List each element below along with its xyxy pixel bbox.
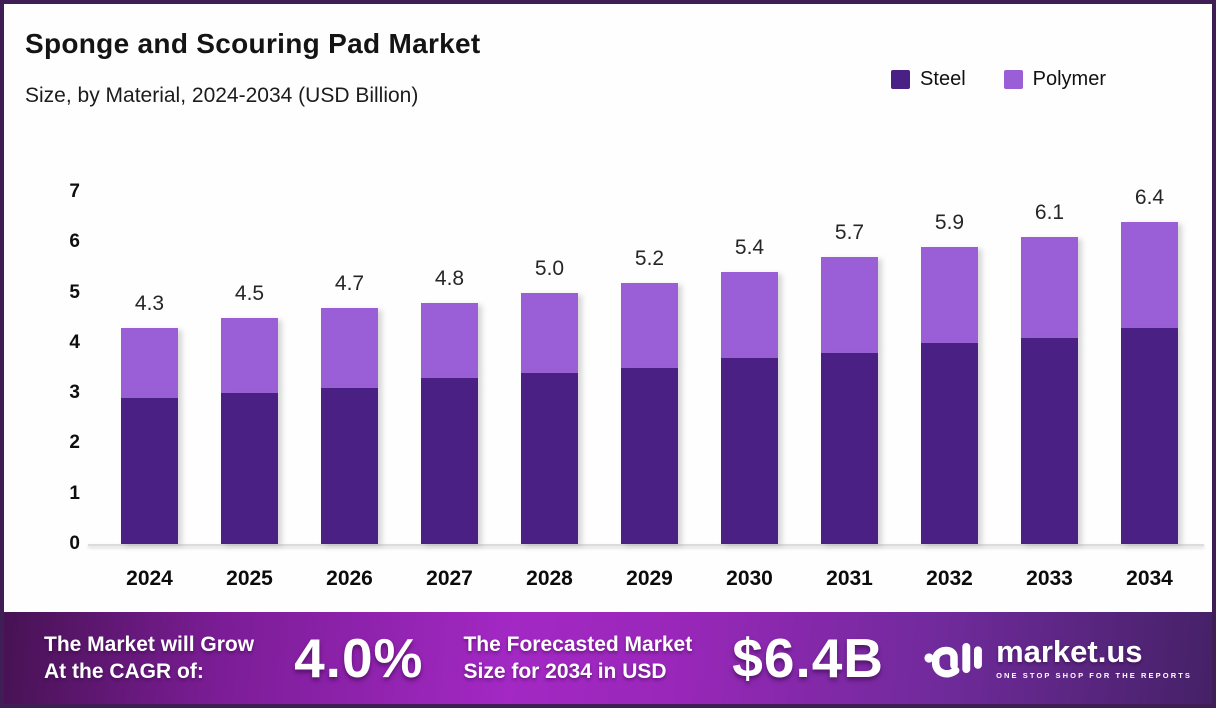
bar-value-label: 6.1 [1034,201,1065,225]
polymer-segment [221,317,278,394]
steel-segment [321,388,378,544]
y-axis-label: 6 [69,231,80,253]
bar-value-label: 5.7 [834,221,865,245]
bar-group: 5.9 2032 [921,211,978,590]
forecast-label-line2: Size for 2034 in USD [463,660,667,683]
forecast-label-line1: The Forecasted Market [463,632,693,656]
bar-group: 6.1 2033 [1021,201,1078,590]
polymer-segment [321,307,378,389]
polymer-swatch-icon [1003,70,1023,89]
bar-group: 4.7 2026 [321,272,378,590]
steel-swatch-icon [891,70,911,89]
bar-value-label: 5.2 [634,246,665,270]
polymer-segment [621,282,678,368]
bar-value-label: 5.9 [934,211,965,235]
steel-segment [1021,337,1078,544]
brand-name: market.us [996,634,1143,669]
polymer-segment [521,292,578,374]
brand-logo: market.us ONE STOP SHOP FOR THE REPORTS [924,631,1192,685]
bar-group: 6.4 2034 [1121,186,1178,590]
bar-group: 4.8 2027 [421,267,478,590]
cagr-label-line2: At the CAGR of: [44,660,204,683]
x-axis-line [88,544,1204,546]
bar-group: 4.5 2025 [221,282,278,590]
x-axis-label: 2024 [126,567,173,590]
x-axis-label: 2031 [826,567,873,590]
y-axis-label: 4 [69,331,80,353]
x-axis-label: 2029 [626,567,673,590]
polymer-segment [921,247,978,343]
bars-row: 4.3 2024 4.5 2025 4.7 2026 4.8 2027 5.0 2028 5.2 20… [121,186,1178,590]
polymer-segment [721,272,778,358]
bar-value-label: 4.3 [134,291,165,315]
steel-segment [921,342,978,544]
cagr-label-line1: The Market will Grow [44,632,255,656]
x-axis-label: 2030 [726,567,773,590]
bar-value-label: 5.0 [534,256,565,280]
chart-area: Sponge and Scouring Pad Market Size, by … [4,4,1212,608]
y-axis-label: 2 [69,432,80,454]
steel-segment [1121,327,1178,544]
marketus-logo-icon [924,643,982,678]
bar-value-label: 6.4 [1134,186,1165,210]
y-axis-label: 0 [69,533,80,554]
bar-value-label: 4.7 [334,271,365,295]
x-axis-label: 2033 [1026,567,1073,590]
footer-banner: The Market will Grow At the CAGR of: 4.0… [4,612,1212,704]
steel-segment [721,357,778,544]
cagr-label: The Market will Grow At the CAGR of: [44,631,254,686]
bar-group: 5.7 2031 [821,221,878,590]
bar-group: 4.3 2024 [121,292,178,590]
x-axis-label: 2026 [326,567,373,590]
polymer-segment [821,257,878,353]
polymer-segment [1021,237,1078,338]
bar-value-label: 4.5 [234,281,265,305]
forecast-value: $6.4B [732,627,885,689]
polymer-segment [121,327,178,399]
bar-group: 5.2 2029 [621,247,678,590]
steel-segment [521,373,578,544]
steel-segment [421,378,478,544]
legend-label-polymer: Polymer [1032,68,1106,90]
legend-label-steel: Steel [920,68,966,90]
y-axis-label: 1 [69,482,80,504]
bar-value-label: 5.4 [734,236,765,260]
forecast-label: The Forecasted Market Size for 2034 in U… [463,631,692,686]
legend: Steel Polymer [891,68,1106,91]
x-axis-label: 2032 [926,567,973,590]
brand-text: market.us ONE STOP SHOP FOR THE REPORTS [996,636,1192,680]
legend-item-steel: Steel [891,68,966,91]
bar-group: 5.0 2028 [521,257,578,590]
legend-item-polymer: Polymer [1003,68,1106,91]
steel-segment [221,393,278,544]
steel-segment [821,352,878,544]
polymer-segment [1121,222,1178,328]
steel-segment [621,368,678,544]
y-axis-label: 5 [69,281,80,303]
polymer-segment [421,302,478,379]
chart-title: Sponge and Scouring Pad Market [25,28,481,59]
bar-group: 5.4 2030 [721,236,778,590]
x-axis-label: 2025 [226,567,273,590]
x-axis-label: 2027 [426,567,473,590]
brand-tagline: ONE STOP SHOP FOR THE REPORTS [996,671,1192,680]
cagr-value: 4.0% [294,627,424,689]
x-axis-label: 2028 [526,567,573,590]
y-axis-label: 7 [69,181,80,202]
x-axis-label: 2034 [1126,567,1173,590]
steel-segment [121,398,178,544]
y-axis-label: 3 [69,382,80,404]
chart-subtitle: Size, by Material, 2024-2034 (USD Billio… [25,84,419,107]
bar-value-label: 4.8 [434,266,465,290]
